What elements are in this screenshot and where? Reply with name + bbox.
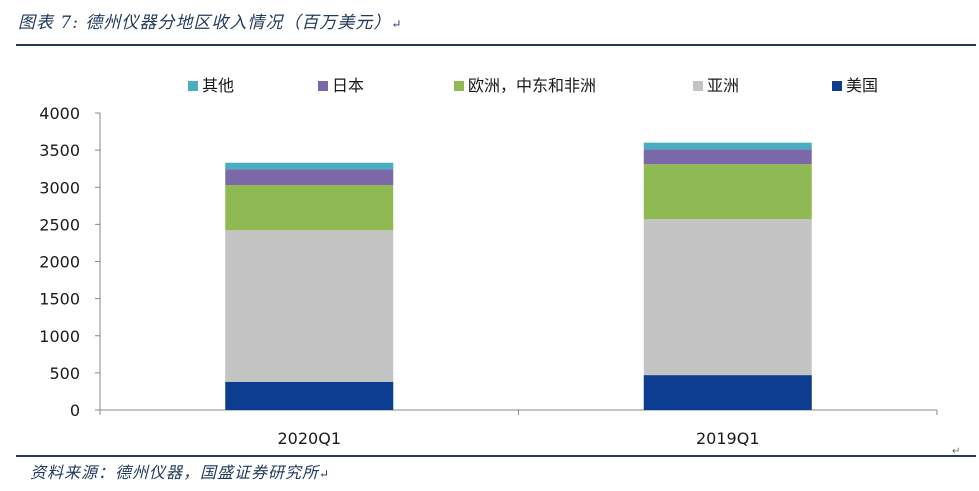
legend-swatch — [318, 81, 328, 91]
source-end-mark: ↵ — [319, 467, 331, 481]
legend-label: 日本 — [332, 76, 364, 95]
bar-segment — [643, 375, 812, 410]
legend-label: 欧洲，中东和非洲 — [468, 76, 596, 95]
legend: 其他 日本 欧洲，中东和非洲 亚洲 美国 — [188, 76, 878, 95]
corner-mark: ↵ — [952, 446, 961, 457]
y-tick-label: 500 — [49, 364, 80, 383]
y-tick-label: 1500 — [39, 290, 80, 309]
bar-segment — [225, 381, 394, 410]
x-axis: 2020Q1 2019Q1 — [99, 409, 938, 448]
figure-title-text: 图表 7: 德州仪器分地区收入情况（百万美元） — [18, 13, 392, 33]
source-text: 资料来源：德州仪器，国盛证券研究所 — [30, 463, 320, 482]
bar-segment — [643, 219, 812, 376]
legend-label: 其他 — [202, 76, 234, 95]
bar-segment — [643, 149, 812, 165]
x-tick-label: 2019Q1 — [696, 429, 760, 448]
y-tick-label: 0 — [70, 401, 80, 420]
legend-swatch — [693, 81, 703, 91]
legend-label: 美国 — [846, 76, 878, 95]
y-tick-label: 3000 — [39, 178, 80, 197]
figure-title: 图表 7: 德州仪器分地区收入情况（百万美元）↵ — [18, 8, 402, 33]
bar-segment — [225, 169, 394, 186]
y-axis: 0 500 1000 1500 2000 2500 3000 3500 4000 — [39, 104, 101, 420]
y-tick-label: 2000 — [39, 253, 80, 272]
legend-swatch — [832, 81, 842, 91]
bar-segment — [225, 185, 394, 231]
legend-swatch — [454, 81, 464, 91]
y-tick-label: 4000 — [39, 104, 80, 123]
bar-segment — [225, 230, 394, 382]
bar-segment — [643, 142, 812, 150]
legend-label: 亚洲 — [707, 76, 739, 95]
x-tick-label: 2020Q1 — [278, 429, 342, 448]
bars — [225, 142, 812, 410]
legend-swatch — [188, 81, 198, 91]
y-tick-label: 3500 — [39, 141, 80, 160]
y-tick-label: 1000 — [39, 327, 80, 346]
y-tick-label: 2500 — [39, 215, 80, 234]
bar-segment — [643, 164, 812, 220]
top-rule — [16, 44, 976, 46]
bottom-rule — [16, 455, 976, 457]
bar-segment — [225, 162, 394, 170]
title-end-mark: ↵ — [391, 17, 403, 31]
source-note: 资料来源：德州仪器，国盛证券研究所↵ — [30, 459, 330, 483]
